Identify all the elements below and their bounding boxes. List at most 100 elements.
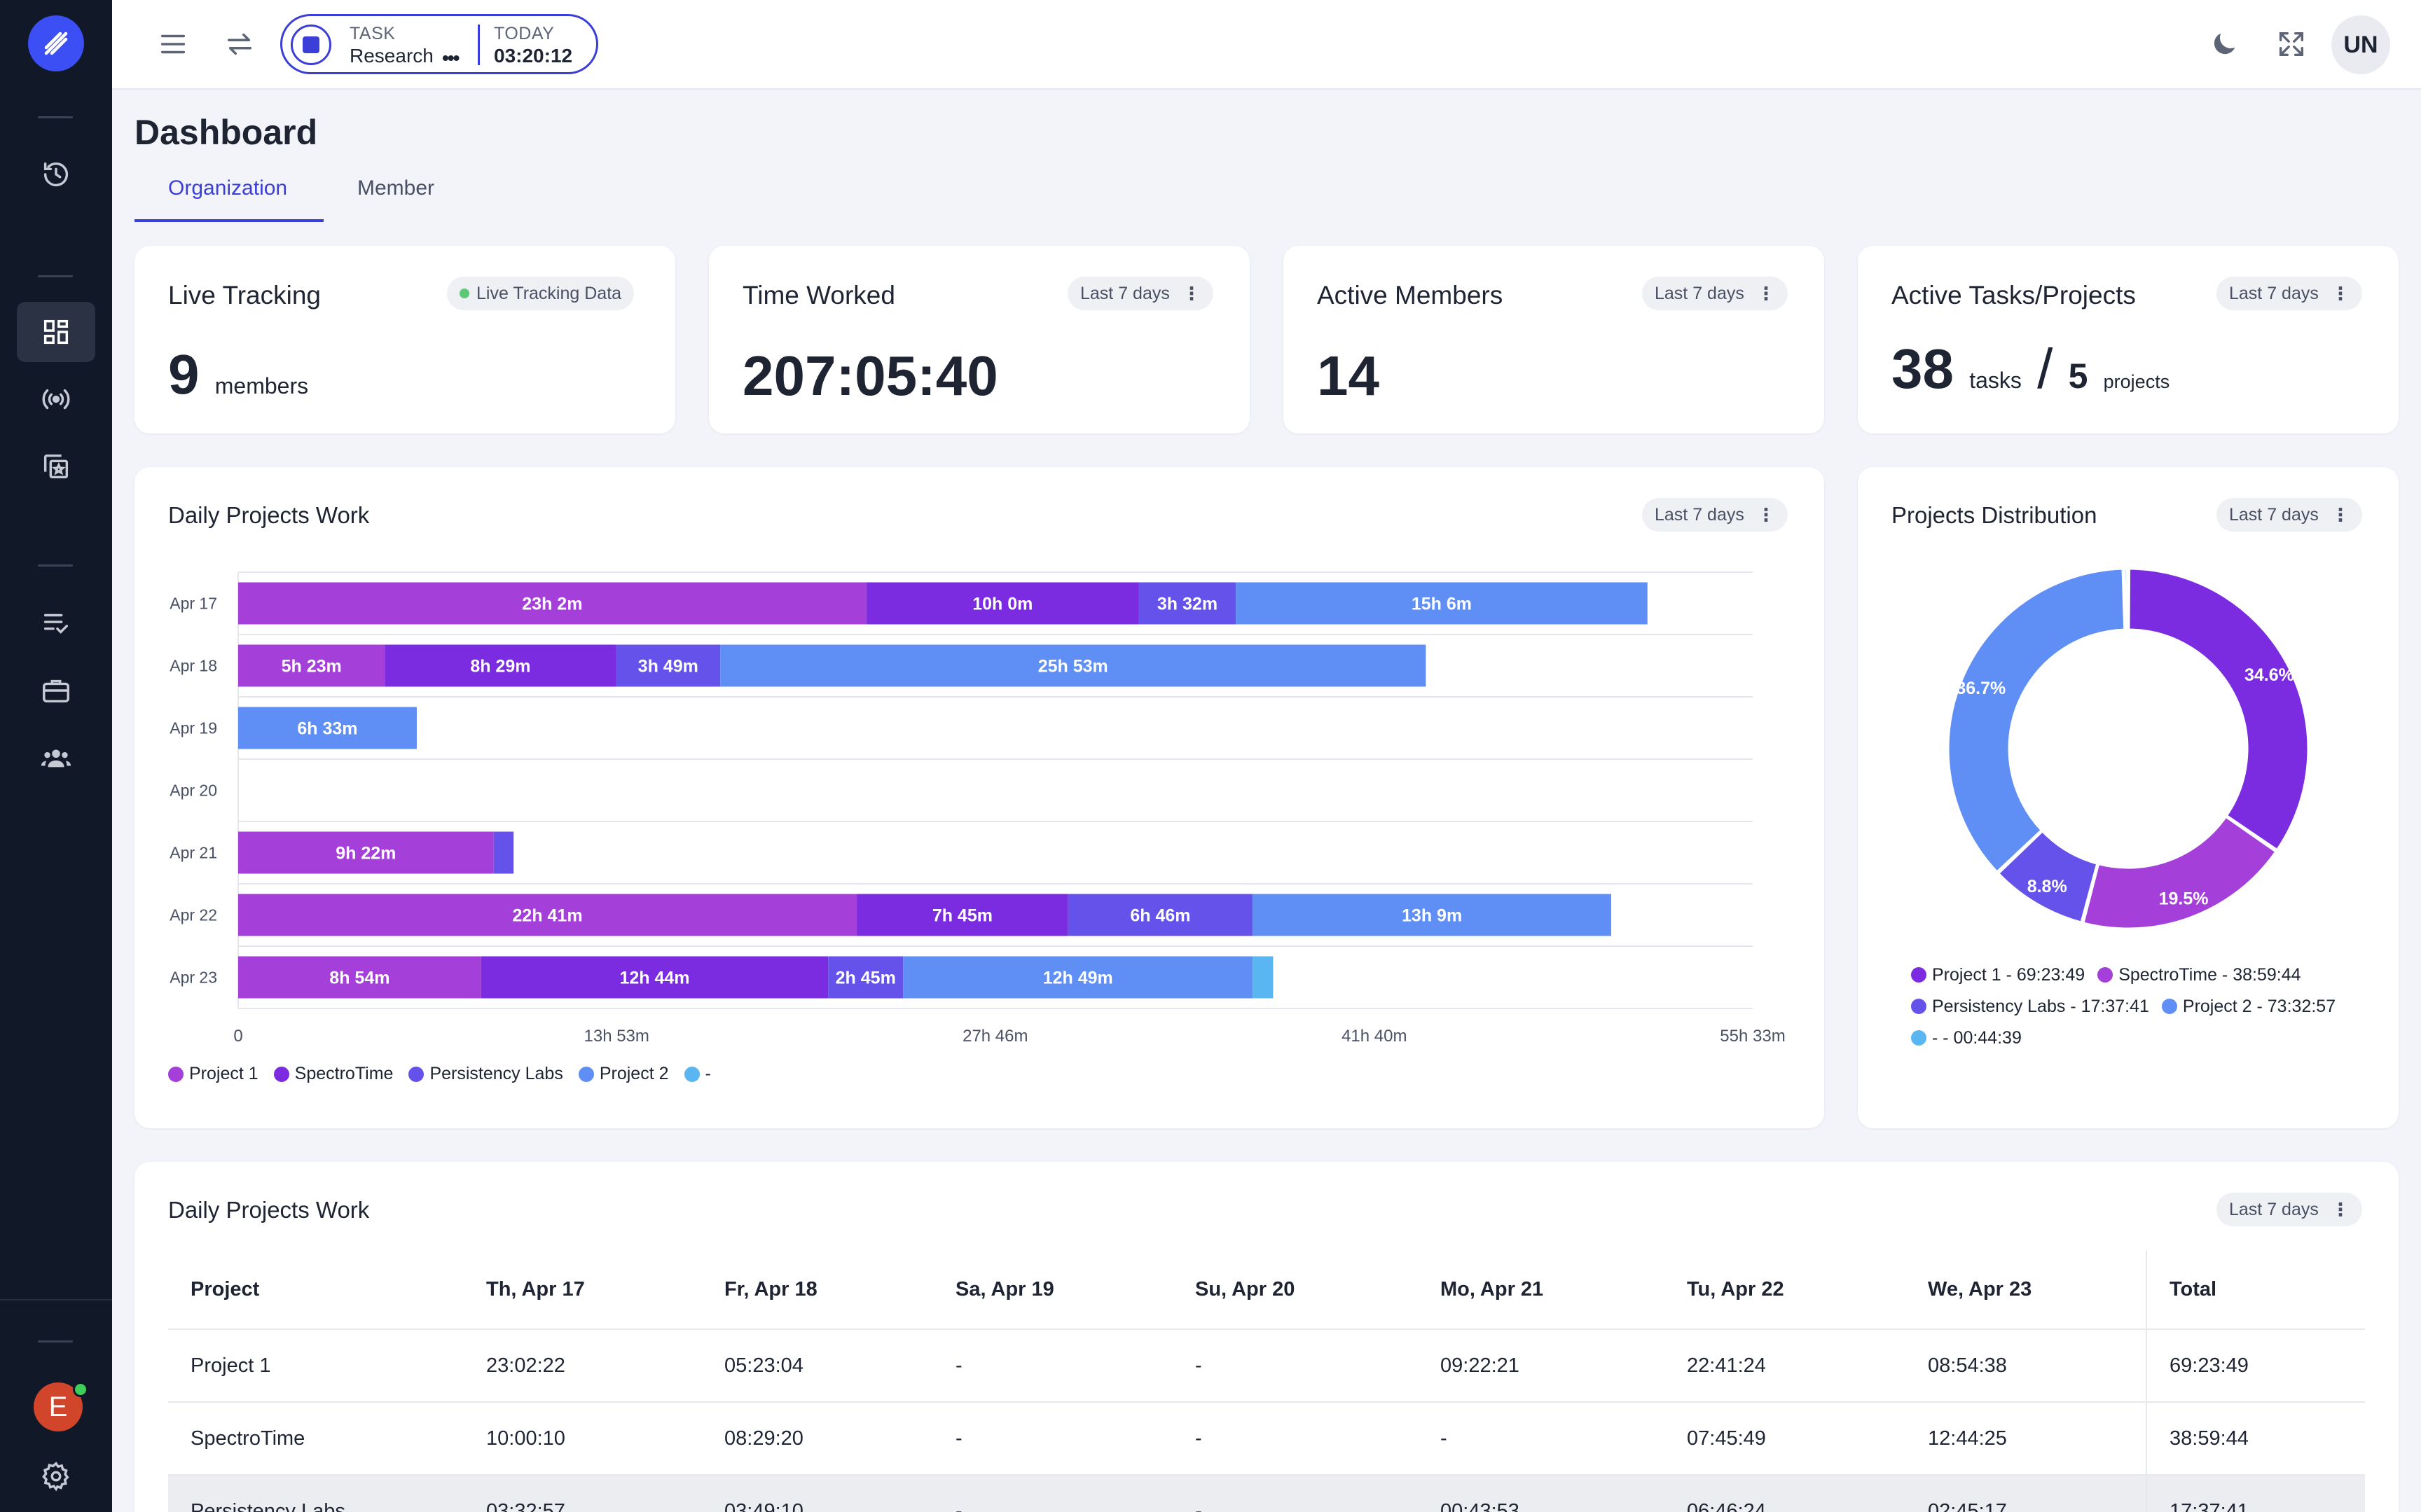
bar-segment[interactable]: [1236, 582, 1648, 625]
bar-segment[interactable]: [1253, 894, 1612, 936]
tab-member[interactable]: Member: [357, 176, 435, 200]
donut-legend-item[interactable]: Project 2 - 73:32:57: [2161, 992, 2336, 1021]
bar-segment[interactable]: [720, 644, 1426, 687]
column-header[interactable]: Total: [2146, 1251, 2365, 1330]
legend-label: Persistency Labs - 17:37:41: [1932, 997, 2149, 1016]
sidebar-item-dashboard[interactable]: [17, 302, 95, 362]
table-cell: 10:00:10: [464, 1402, 702, 1476]
donut-slice[interactable]: [2123, 567, 2129, 631]
column-header[interactable]: Fr, Apr 18: [702, 1251, 933, 1330]
donut-slice[interactable]: [2127, 567, 2310, 852]
fullscreen-button[interactable]: [2268, 21, 2315, 67]
donut-legend-item[interactable]: Project 1 - 69:23:49: [1911, 960, 2085, 990]
bar-segment[interactable]: [481, 956, 829, 999]
live-unit: members: [214, 373, 309, 398]
bar-segment[interactable]: [238, 831, 494, 874]
card-title: Active Tasks/Projects: [1891, 281, 2136, 310]
menu-toggle-button[interactable]: [150, 21, 196, 67]
bar-segment[interactable]: [238, 707, 417, 749]
slice-label: 8.8%: [2027, 877, 2067, 896]
bar-segment[interactable]: [866, 582, 1139, 625]
donut-slice[interactable]: [1947, 567, 2126, 874]
sidebar-divider: [38, 1340, 73, 1343]
table-row[interactable]: Persistency Labs 03:32:57 03:49:10- -00:43:…: [168, 1475, 2365, 1512]
column-header[interactable]: Mo, Apr 21: [1418, 1251, 1664, 1330]
bar-segment[interactable]: [1138, 582, 1236, 625]
sidebar-item-history[interactable]: [17, 144, 95, 204]
switch-button[interactable]: [216, 21, 263, 67]
bar-segment[interactable]: [238, 956, 481, 999]
column-header[interactable]: We, Apr 23: [1905, 1251, 2146, 1330]
donut-slice[interactable]: [2082, 815, 2277, 930]
x-tick-label: 0: [233, 1027, 242, 1046]
legend-item[interactable]: Project 1: [168, 1064, 258, 1084]
bar-segment[interactable]: [1253, 956, 1274, 999]
user-initial: E: [48, 1391, 68, 1422]
legend-item[interactable]: Persistency Labs: [408, 1064, 563, 1084]
table-cell: -: [1173, 1329, 1418, 1403]
sidebar-item-settings[interactable]: [17, 1446, 95, 1506]
app-logo[interactable]: [28, 15, 84, 71]
time-tracker[interactable]: TASK Research ••• TODAY 03:20:12: [280, 14, 598, 74]
donut-legend-item[interactable]: - - 00:44:39: [1911, 1023, 2022, 1053]
sidebar-item-projects[interactable]: [17, 436, 95, 497]
sidebar-item-clients[interactable]: [17, 660, 95, 721]
bar-segment[interactable]: [385, 644, 616, 687]
donut-slice[interactable]: [1996, 829, 2099, 924]
history-icon: [43, 162, 69, 187]
slice-label: 19.5%: [2159, 889, 2209, 908]
legend-item[interactable]: Project 2: [578, 1064, 669, 1084]
table-row[interactable]: Project 1 23:02:22 05:23:04- -09:22:21 22:41…: [168, 1329, 2365, 1403]
bar-segment[interactable]: [903, 956, 1253, 999]
period-select-pill[interactable]: Last 7 days ⋮: [2216, 1193, 2362, 1226]
slice-label: 36.7%: [1956, 679, 2006, 698]
legend-item[interactable]: -: [684, 1064, 711, 1084]
period-select-pill[interactable]: Last 7 days ⋮: [1642, 277, 1788, 310]
bar-data-label: 15h 6m: [1412, 595, 1472, 614]
bar-segment[interactable]: [857, 894, 1068, 936]
column-header[interactable]: Sa, Apr 19: [933, 1251, 1173, 1330]
legend-swatch: [2161, 999, 2177, 1014]
table-row[interactable]: SpectroTime 10:00:10 08:29:20- - -07:45:49 12…: [168, 1402, 2365, 1476]
card-title: Daily Projects Work: [168, 1197, 370, 1223]
moon-icon: [2214, 33, 2235, 55]
theme-toggle-button[interactable]: [2201, 21, 2247, 67]
card-time-worked: Time Worked Last 7 days ⋮ 207:05:40: [709, 246, 1250, 434]
sidebar-item-team[interactable]: [17, 728, 95, 788]
bar-segment[interactable]: [493, 831, 514, 874]
sidebar-item-live[interactable]: [17, 369, 95, 429]
bar-data-label: 13h 9m: [1402, 906, 1462, 926]
card-live-tracking: Live Tracking Live Tracking Data 9 membe…: [134, 246, 675, 434]
period-select-pill[interactable]: Last 7 days ⋮: [1642, 498, 1788, 532]
column-header[interactable]: Tu, Apr 22: [1664, 1251, 1905, 1330]
kebab-icon: ⋮: [1756, 504, 1775, 525]
column-header[interactable]: Th, Apr 17: [464, 1251, 702, 1330]
bar-segment[interactable]: [828, 956, 904, 999]
period-select-pill[interactable]: Last 7 days ⋮: [2216, 498, 2362, 532]
card-title: Daily Projects Work: [168, 502, 370, 528]
sidebar-item-tasks[interactable]: [17, 593, 95, 653]
bar-segment[interactable]: [238, 894, 857, 936]
task-more-icon[interactable]: •••: [442, 47, 460, 69]
donut-legend-item[interactable]: SpectroTime - 38:59:44: [2097, 960, 2301, 990]
legend-swatch: [408, 1066, 425, 1082]
legend-label: -: [705, 1064, 711, 1083]
bar-segment[interactable]: [1068, 894, 1253, 936]
donut-legend-item[interactable]: Persistency Labs - 17:37:41: [1911, 992, 2149, 1021]
bar-segment[interactable]: [238, 582, 867, 625]
y-tick-label: Apr 21: [170, 844, 217, 862]
period-select-pill[interactable]: Last 7 days ⋮: [1068, 277, 1213, 310]
bar-segment[interactable]: [238, 644, 385, 687]
column-header[interactable]: Project: [168, 1251, 464, 1330]
account-avatar[interactable]: UN: [2331, 15, 2390, 74]
stop-timer-button[interactable]: [291, 25, 331, 65]
user-avatar[interactable]: E: [34, 1382, 83, 1431]
column-header[interactable]: Su, Apr 20: [1173, 1251, 1418, 1330]
tab-organization[interactable]: Organization: [168, 176, 288, 200]
sidebar-divider: [38, 116, 73, 118]
legend-item[interactable]: SpectroTime: [273, 1064, 393, 1084]
bar-segment[interactable]: [616, 644, 721, 687]
live-tracking-data-pill[interactable]: Live Tracking Data: [447, 277, 635, 310]
period-select-pill[interactable]: Last 7 days ⋮: [2216, 277, 2362, 310]
task-name: Research: [350, 45, 434, 67]
